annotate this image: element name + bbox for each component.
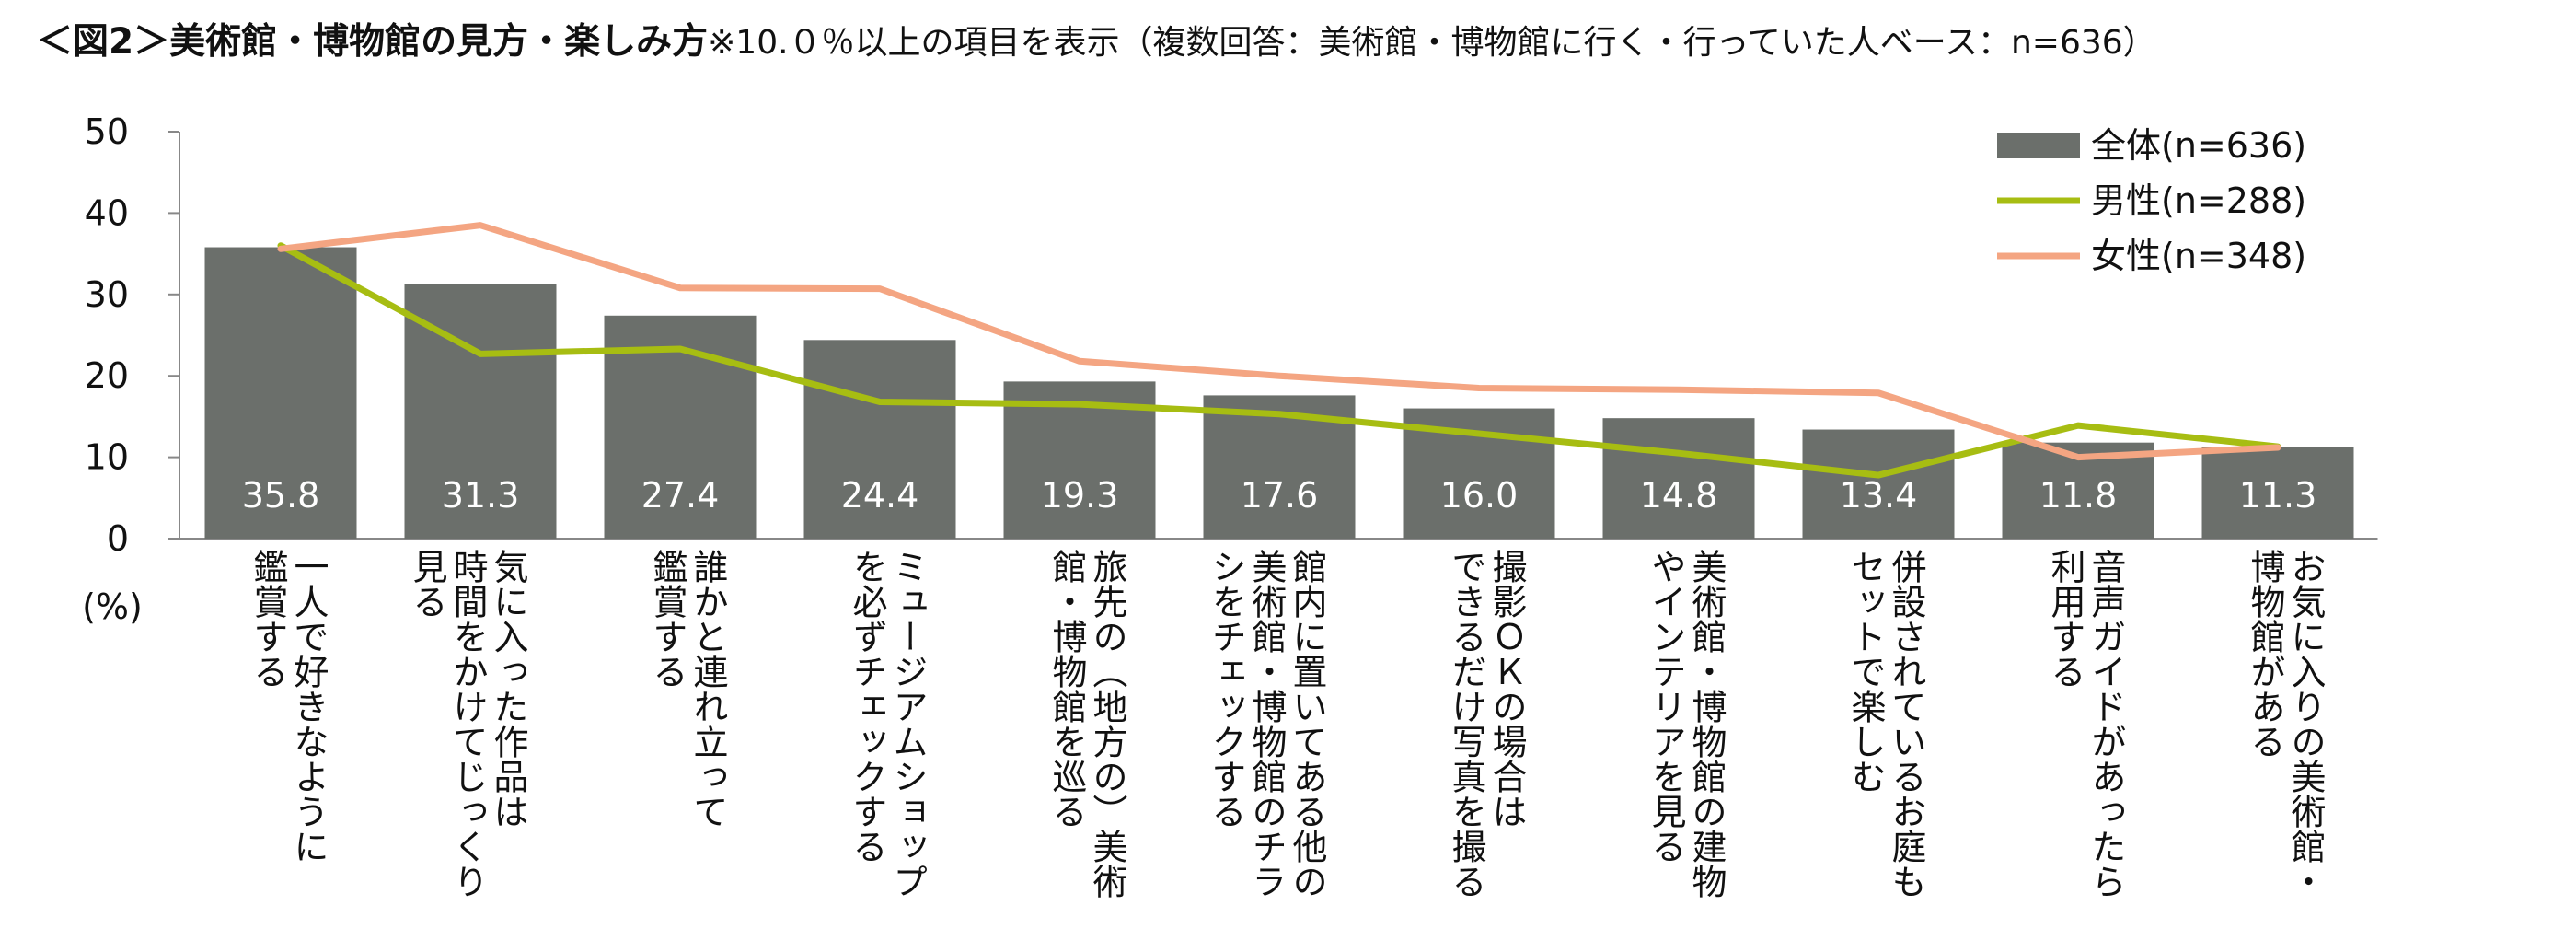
bar-data-label: 11.3	[2239, 475, 2317, 516]
title-note: ※10.０％以上の項目を表示（複数回答：美術館・博物館に行く・行っていた人ベース…	[708, 24, 2156, 62]
bar-data-label: 16.0	[1440, 475, 1519, 516]
category-label: 館・博物館を巡る	[1046, 549, 1087, 829]
bar-data-label: 11.8	[2039, 475, 2118, 516]
category-label: 見る	[407, 549, 447, 619]
legend-entry: 女性(n=348)	[2091, 236, 2306, 276]
y-tick-label: 30	[85, 274, 129, 315]
legend-entry: 男性(n=288)	[2091, 180, 2306, 221]
category-label: セットで楽しむ	[1845, 549, 1886, 794]
bar-data-label: 35.8	[242, 475, 320, 516]
category-label: シをチェックする	[1206, 549, 1246, 829]
lines	[277, 222, 2281, 479]
category-label: を必ずチェックする	[847, 549, 887, 864]
category-label: 音声ガイドがあったら	[2085, 549, 2126, 899]
y-tick-label: 10	[85, 437, 129, 478]
category-label: 撮影ＯＫの場合は	[1486, 549, 1527, 829]
bar-data-label: 31.3	[442, 475, 520, 516]
category-label: 誰かと連れ立って	[687, 549, 728, 829]
category-label: 気に入った作品は	[488, 549, 528, 829]
category-label: ミュージアムショップ	[887, 549, 928, 899]
category-label: やインテリアを見る	[1646, 549, 1686, 864]
category-label: 一人で好きなように	[288, 549, 329, 864]
category-label: 鑑賞する	[248, 549, 288, 689]
y-tick-label: 0	[107, 518, 129, 559]
y-tick-label: 20	[85, 355, 129, 396]
series-line	[277, 242, 2281, 479]
category-label: 美術館・博物館のチラ	[1246, 549, 1287, 899]
category-label: 旅先の（地方の）美術	[1087, 549, 1127, 899]
bar-data-label: 17.6	[1241, 475, 1319, 516]
chart-title: ＜図2＞美術館・博物館の見方・楽しみ方※10.０％以上の項目を表示（複数回答：美…	[37, 13, 2156, 64]
y-tick-label: 40	[85, 192, 129, 233]
category-label: 館内に置いてある他の	[1287, 549, 1327, 899]
y-tick-label: 50	[85, 111, 129, 152]
bar-data-label: 24.4	[841, 475, 919, 516]
bar	[2201, 447, 2354, 539]
bar	[1802, 429, 1955, 539]
title-main: ＜図2＞美術館・博物館の見方・楽しみ方	[37, 21, 709, 63]
category-label: できるだけ写真を撮る	[1446, 549, 1486, 899]
category-label: 時間をかけてじっくり	[447, 549, 488, 899]
legend-swatch	[1997, 133, 2080, 158]
bar	[1602, 418, 1755, 539]
bar-data-label: 14.8	[1640, 475, 1718, 516]
category-label: 美術館・博物館の建物	[1686, 549, 1727, 899]
legend: 全体(n=636) 男性(n=288) 女性(n=348)	[1997, 125, 2306, 276]
category-label: 鑑賞する	[647, 549, 687, 689]
category-label: 博物館がある	[2245, 549, 2285, 759]
y-axis: 0 10 20 30 40 50 (%)	[82, 111, 2378, 627]
bar-labels: 35.8 31.3 27.4 24.4 19.3 17.6 16.0 14.8 13.4 11.8…	[242, 475, 2317, 516]
bar	[204, 247, 357, 539]
category-label: お気に入りの美術館・	[2285, 549, 2326, 899]
category-label: 併設されているお庭も	[1886, 549, 1926, 899]
bar-data-label: 27.4	[641, 475, 720, 516]
category-label: 利用する	[2045, 549, 2085, 689]
bar	[803, 340, 956, 539]
y-axis-label: (%)	[82, 586, 143, 627]
series-line	[277, 222, 2281, 461]
bar-data-label: 19.3	[1041, 475, 1119, 516]
legend-entry: 全体(n=636)	[2091, 125, 2306, 166]
bar-data-label: 13.4	[1840, 475, 1918, 516]
